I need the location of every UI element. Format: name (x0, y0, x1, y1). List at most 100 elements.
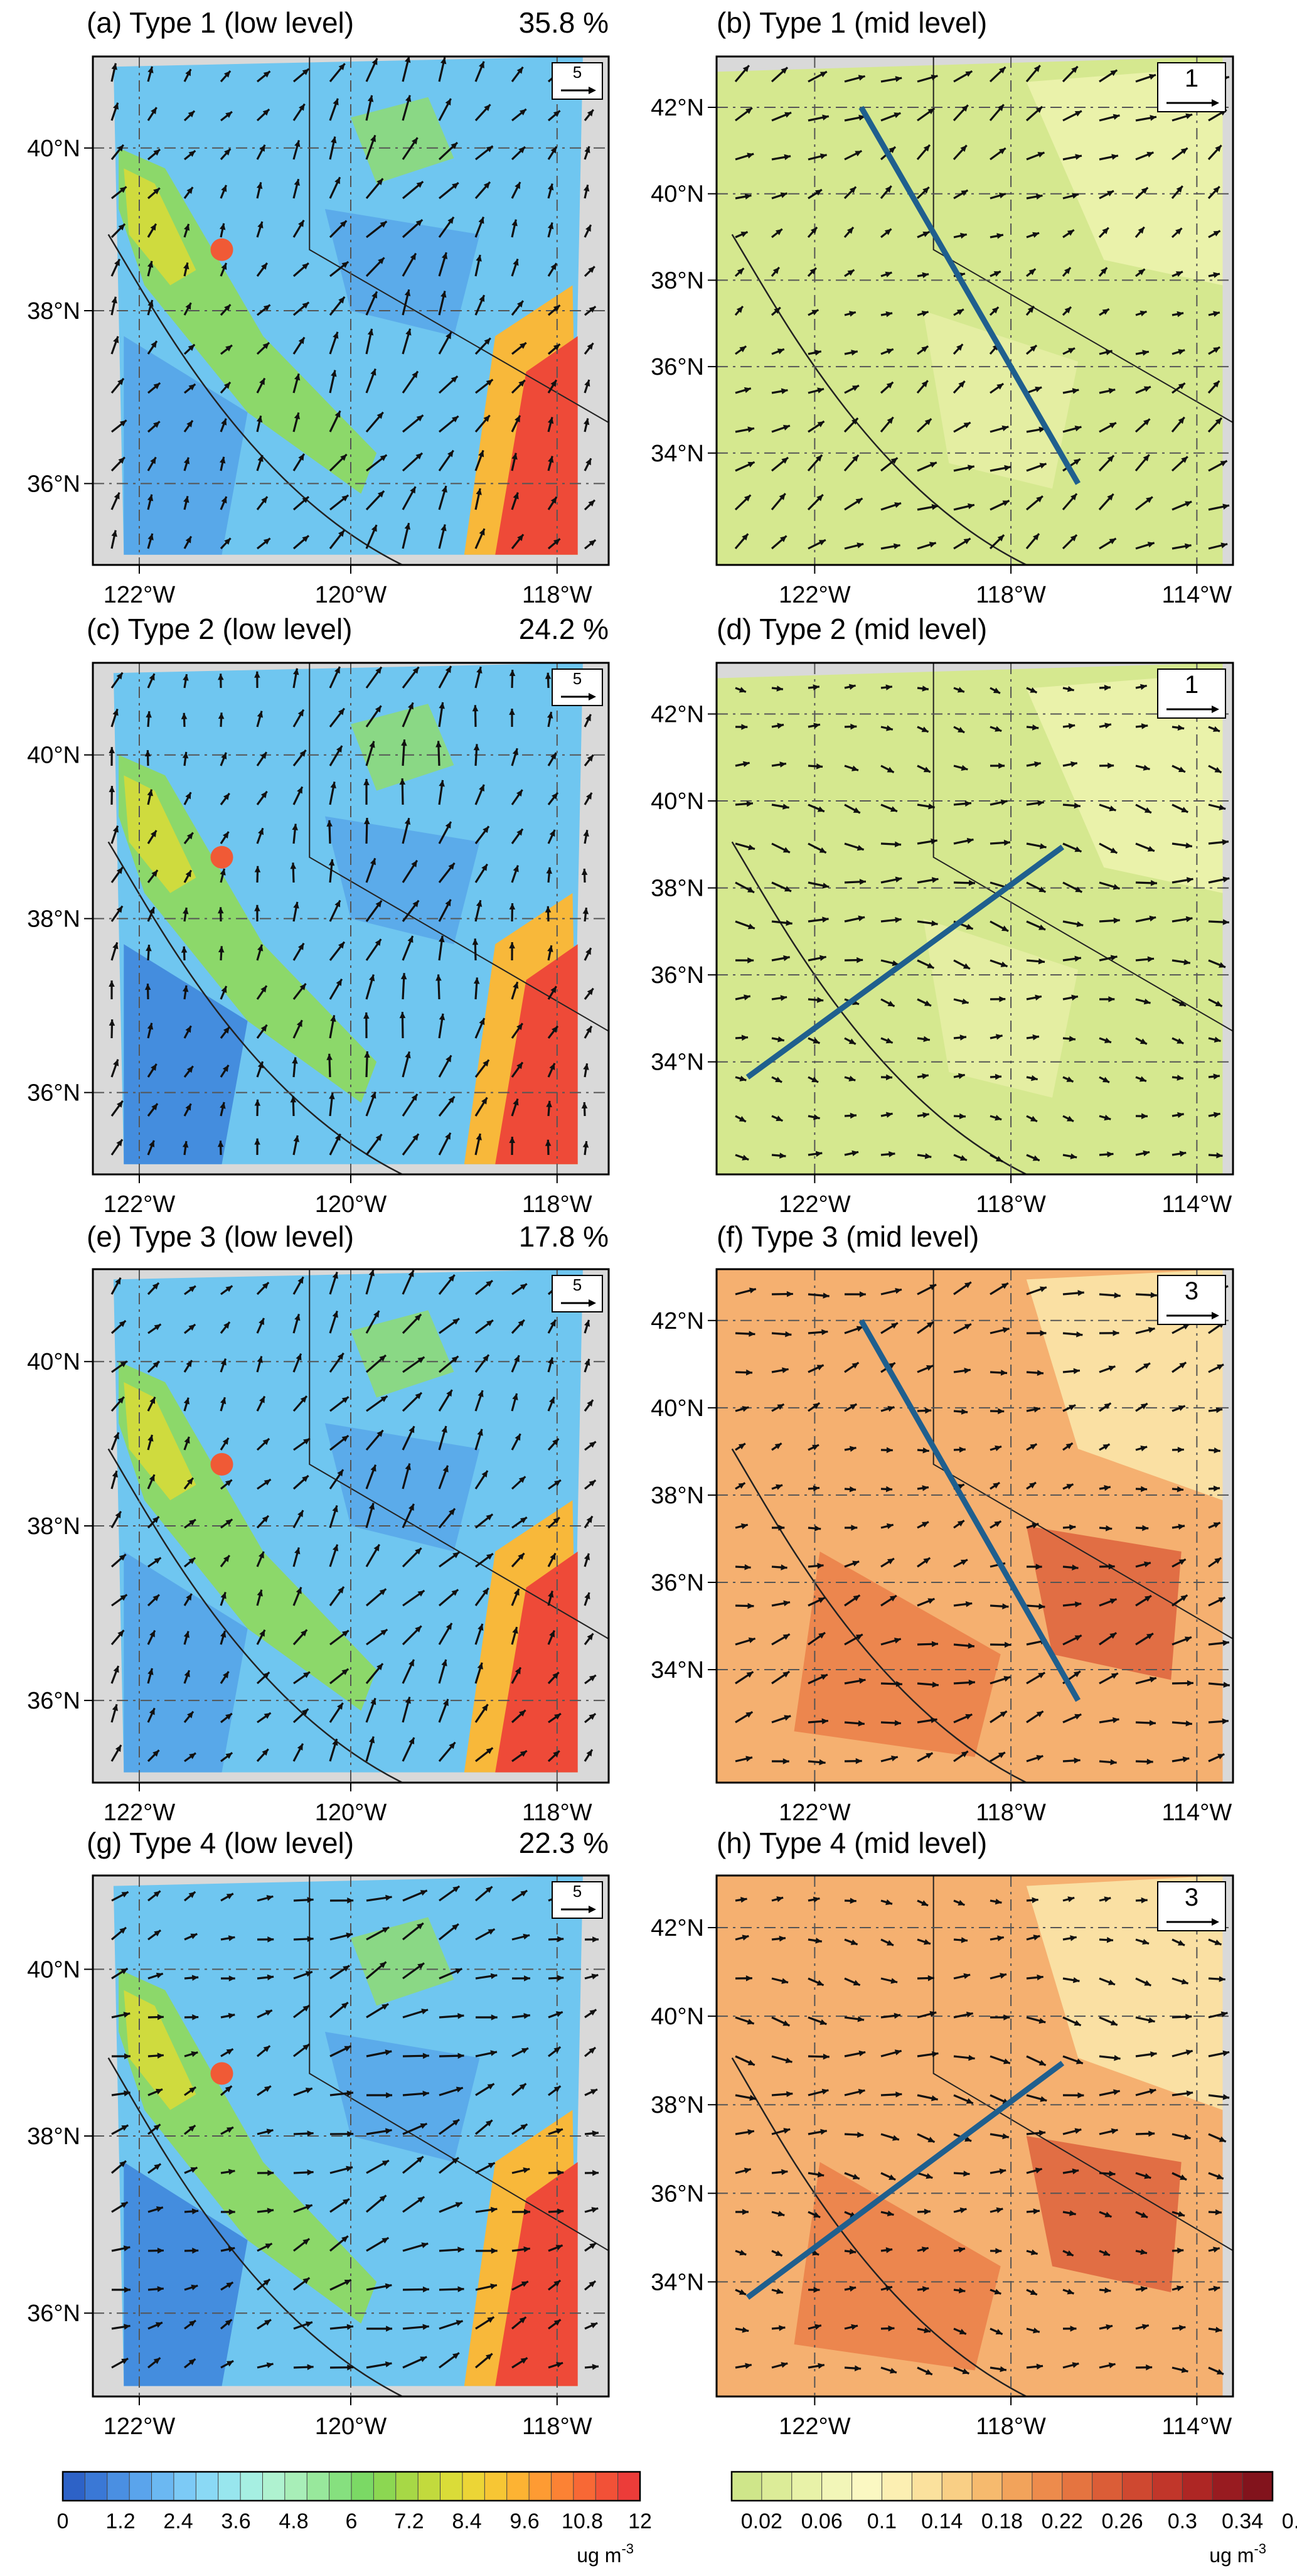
wind-vectors (109, 665, 594, 1156)
panel-frame (715, 55, 1234, 566)
colorbar-swatch (1001, 2471, 1033, 2501)
colorbar-swatch (528, 2471, 552, 2501)
reference-vector-label: 5 (573, 63, 582, 82)
x-tick-label: 118°W (522, 2413, 592, 2440)
reference-vector-key: 3 (1157, 1881, 1226, 1931)
colorbar-swatch (262, 2471, 286, 2501)
panel-percentage: 17.8 % (519, 1220, 609, 1253)
gridlines (93, 663, 609, 1174)
y-tick-label: 36°N (651, 1570, 704, 1596)
colorbar-label: 2.4 (163, 2509, 193, 2533)
colorbar-swatch (1032, 2471, 1063, 2501)
panel-frame (715, 1874, 1234, 2398)
panel-title: (b) Type 1 (mid level) (717, 6, 987, 39)
y-tick-label: 38°N (651, 267, 704, 294)
colorbar-label: 6 (346, 2509, 358, 2533)
cross-section-transect (745, 844, 1065, 1080)
panel-title: (a) Type 1 (low level) (87, 6, 354, 39)
y-tick-label: 42°N (651, 1308, 704, 1334)
panel-a: 5(a) Type 1 (low level) 35.8 %122°W 120°W 1… (27, 6, 610, 608)
cross-section-transect (858, 1319, 1081, 1702)
gridlines (717, 663, 1233, 1174)
map-area (93, 56, 609, 565)
x-tick-label: 118°W (976, 582, 1046, 608)
colorbar-swatch (240, 2471, 264, 2501)
reference-vector-label: 5 (573, 1882, 582, 1901)
y-tick-label: 38°N (27, 1513, 80, 1540)
colorbar-label: 0.06 (801, 2509, 843, 2533)
x-tick-label: 122°W (104, 582, 176, 608)
y-tick-label: 40°N (651, 181, 704, 208)
gridlines (717, 1269, 1233, 1783)
reference-vector-label: 3 (1185, 1277, 1198, 1305)
panel-d: 1 (d) Type 2 (mid level) 122°W 118°W 114°W 42… (651, 613, 1234, 1218)
colorbar-swatch (84, 2471, 108, 2501)
x-tick-label: 122°W (104, 1191, 176, 1218)
state-border (309, 56, 609, 424)
map-area (717, 663, 1233, 1174)
y-tick-label: 34°N (651, 1657, 704, 1683)
colorbar-swatch (1122, 2471, 1153, 2501)
coastline (107, 2057, 403, 2396)
panel-title: (f) Type 3 (mid level) (717, 1220, 979, 1253)
colorbar-label: 10.8 (562, 2509, 603, 2533)
y-tick-label: 40°N (651, 2004, 704, 2030)
reference-vector-key: 5 (552, 668, 603, 706)
axis-ticks: 122°W 118°W 114°W 42°N 40°N 38°N 36°N 34°N (651, 1308, 1232, 1826)
concentration-field (113, 1876, 583, 2386)
axis-ticks: 122°W 118°W 114°W 42°N 40°N 38°N 36°N 34°N (651, 702, 1232, 1218)
colorbar-low: 0 1.2 2.4 3.6 4.8 6 7.2 8.4 9.6 10.8 12 ug m-3 (57, 2471, 652, 2567)
y-tick-label: 36°N (27, 471, 80, 497)
colorbar-label: 0.34 (1222, 2509, 1263, 2533)
colorbar-label: 3.6 (221, 2509, 250, 2533)
wind-vectors (735, 1896, 1230, 2376)
colorbar-swatch (506, 2471, 530, 2501)
concentration-field (113, 56, 583, 555)
y-tick-label: 34°N (651, 1049, 704, 1076)
reference-vector-key: 3 (1157, 1275, 1226, 1325)
state-border (309, 1876, 609, 2251)
x-tick-label: 114°W (1162, 1191, 1232, 1218)
colorbar-label: 0.38 (1282, 2509, 1297, 2533)
panel-percentage: 24.2 % (519, 613, 609, 645)
map-area (93, 1269, 609, 1783)
axis-ticks: 122°W 118°W 114°W 42°N 40°N 38°N 36°N 34°N (651, 1915, 1232, 2440)
colorbar-swatch (971, 2471, 1003, 2501)
axis-ticks: 122°W 120°W 118°W 40°N 38°N 36°N (27, 1956, 592, 2440)
colorbar-unit: ug m-3 (577, 2541, 634, 2567)
colorbar-unit: ug m-3 (1209, 2541, 1266, 2567)
colorbar-label: 0.1 (867, 2509, 897, 2533)
colorbar-swatch (484, 2471, 508, 2501)
colorbar-swatch (617, 2471, 641, 2501)
colorbar-label: 8.4 (452, 2509, 481, 2533)
colorbar-swatch (821, 2471, 853, 2501)
wind-vectors (110, 1885, 599, 2371)
reference-vector-key: 1 (1157, 62, 1226, 112)
gridlines (93, 1876, 609, 2396)
colorbar-label: 0.14 (921, 2509, 963, 2533)
x-tick-label: 120°W (315, 1800, 387, 1826)
colorbar-swatch (284, 2471, 308, 2501)
concentration-field (717, 1876, 1223, 2396)
panel-title: (h) Type 4 (mid level) (717, 1827, 987, 1859)
colorbar-swatch (173, 2471, 197, 2501)
map-area (717, 1876, 1233, 2396)
colorbar-swatch (129, 2471, 152, 2501)
x-tick-label: 118°W (976, 2413, 1046, 2440)
colorbar-label: 0.26 (1101, 2509, 1143, 2533)
x-tick-label: 122°W (779, 2413, 851, 2440)
state-border (309, 1269, 609, 1640)
axis-ticks: 122°W 120°W 118°W 40°N 38°N 36°N (27, 136, 592, 608)
axis-ticks: 122°W 120°W 118°W 40°N 38°N 36°N (27, 743, 592, 1218)
x-tick-label: 118°W (522, 1191, 592, 1218)
colorbar-swatch (761, 2471, 793, 2501)
x-tick-label: 114°W (1162, 2413, 1232, 2440)
colorbar-label: 1.2 (105, 2509, 135, 2533)
y-tick-label: 36°N (27, 1688, 80, 1714)
colorbar-label: 12 (628, 2509, 652, 2533)
x-tick-label: 114°W (1162, 1800, 1232, 1826)
wind-vectors (110, 56, 597, 550)
y-tick-label: 38°N (651, 1483, 704, 1509)
coastline (731, 1448, 1027, 1783)
